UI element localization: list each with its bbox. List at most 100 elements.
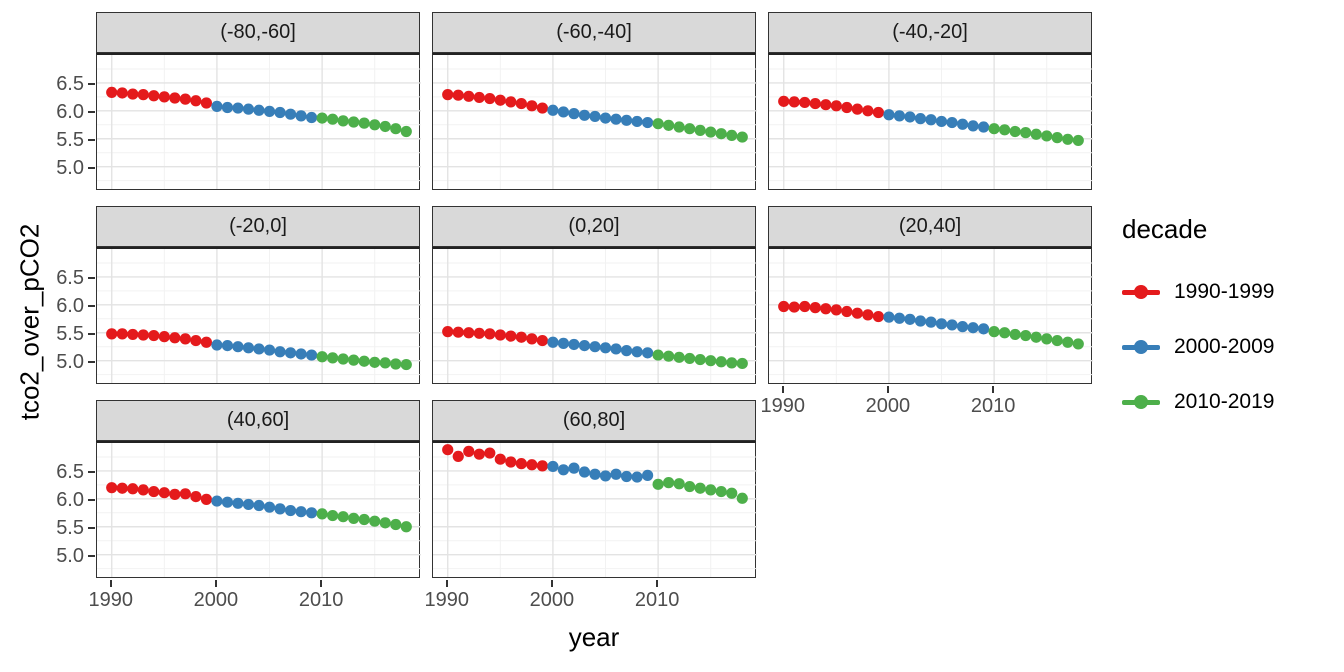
data-point (190, 334, 202, 347)
data-point (1041, 333, 1053, 345)
y-tick-label: 6.5 (56, 460, 84, 483)
data-point (599, 342, 612, 354)
data-point (274, 106, 286, 119)
data-point (390, 123, 402, 135)
data-point (232, 341, 244, 353)
facet-plot-svg (433, 443, 757, 577)
data-point (379, 357, 391, 369)
data-point (631, 471, 643, 483)
data-point (999, 124, 1011, 136)
data-point (505, 330, 517, 342)
data-point (442, 89, 454, 101)
data-point (1009, 328, 1021, 341)
facet-plot (768, 247, 1093, 384)
data-point (263, 501, 276, 513)
data-point (977, 121, 990, 133)
data-point (1020, 127, 1032, 139)
data-point (274, 346, 286, 358)
data-point (641, 116, 654, 129)
data-point (473, 327, 485, 339)
data-point (999, 327, 1011, 339)
data-point (515, 458, 527, 470)
data-point (327, 509, 339, 522)
data-point (400, 521, 412, 533)
data-point (526, 100, 538, 112)
data-point (736, 492, 748, 504)
data-point (778, 300, 790, 313)
y-tick-mark (88, 304, 95, 307)
data-point (946, 116, 958, 129)
data-point (547, 104, 559, 116)
data-point (620, 470, 633, 483)
data-point (127, 88, 139, 100)
data-point (127, 483, 139, 495)
facet-strip-label: (-80,-60] (96, 12, 420, 53)
legend-entry-label: 2010-2019 (1174, 390, 1275, 413)
data-point (348, 512, 360, 524)
data-point (893, 312, 906, 324)
data-point (652, 478, 664, 490)
x-tick-label: 2010 (970, 395, 1016, 417)
data-point (851, 307, 863, 319)
data-point (337, 353, 349, 365)
data-point (557, 106, 570, 118)
data-point (705, 355, 717, 367)
legend: decade 1990-1999 2000-2009 2010-2019 (1122, 214, 1274, 444)
y-tick-label: 5.0 (56, 544, 84, 567)
data-point (327, 352, 339, 364)
data-point (851, 103, 863, 115)
data-point (442, 326, 454, 338)
data-point (705, 126, 717, 138)
y-tick-mark (88, 498, 95, 501)
data-point (1009, 125, 1021, 138)
data-point (463, 90, 475, 102)
data-point (358, 513, 370, 526)
data-point (925, 316, 937, 328)
data-point (274, 503, 286, 515)
data-point (284, 108, 297, 120)
data-point (578, 109, 591, 121)
data-point (568, 108, 580, 120)
legend-entry: 1990-1999 (1122, 279, 1274, 305)
y-tick-mark (88, 526, 95, 529)
data-point (400, 125, 412, 138)
data-point (190, 491, 202, 503)
data-point (673, 121, 685, 133)
data-point (316, 508, 328, 520)
x-tick-label: 1990 (424, 589, 469, 611)
data-point (348, 116, 360, 128)
data-point (295, 506, 307, 518)
y-tick-label: 6.0 (56, 488, 84, 511)
legend-key-icon (1122, 389, 1160, 415)
facet-plot (96, 441, 421, 578)
data-point (369, 356, 381, 368)
x-tick-mark (214, 580, 217, 587)
data-point (526, 333, 538, 345)
data-point (221, 496, 234, 508)
facet-plot-svg (433, 55, 757, 189)
data-point (956, 118, 969, 130)
facet-plot-svg (433, 249, 757, 383)
y-tick-label: 6.5 (56, 266, 84, 289)
data-point (557, 464, 570, 476)
data-point (967, 322, 979, 334)
data-point (148, 485, 160, 498)
data-point (610, 468, 622, 480)
data-point (106, 482, 118, 494)
data-point (610, 113, 622, 125)
data-point (221, 101, 234, 114)
data-point (1062, 133, 1074, 145)
data-point (736, 357, 748, 370)
data-point (452, 326, 464, 338)
data-point (484, 328, 496, 340)
data-point (116, 87, 128, 99)
y-tick-mark (88, 360, 95, 363)
data-point (494, 94, 506, 106)
data-point (200, 97, 213, 109)
data-point (295, 110, 307, 122)
x-tick-mark (109, 580, 112, 587)
data-point (526, 459, 538, 471)
data-point (137, 484, 149, 496)
data-point (778, 95, 790, 107)
data-point (652, 118, 664, 130)
